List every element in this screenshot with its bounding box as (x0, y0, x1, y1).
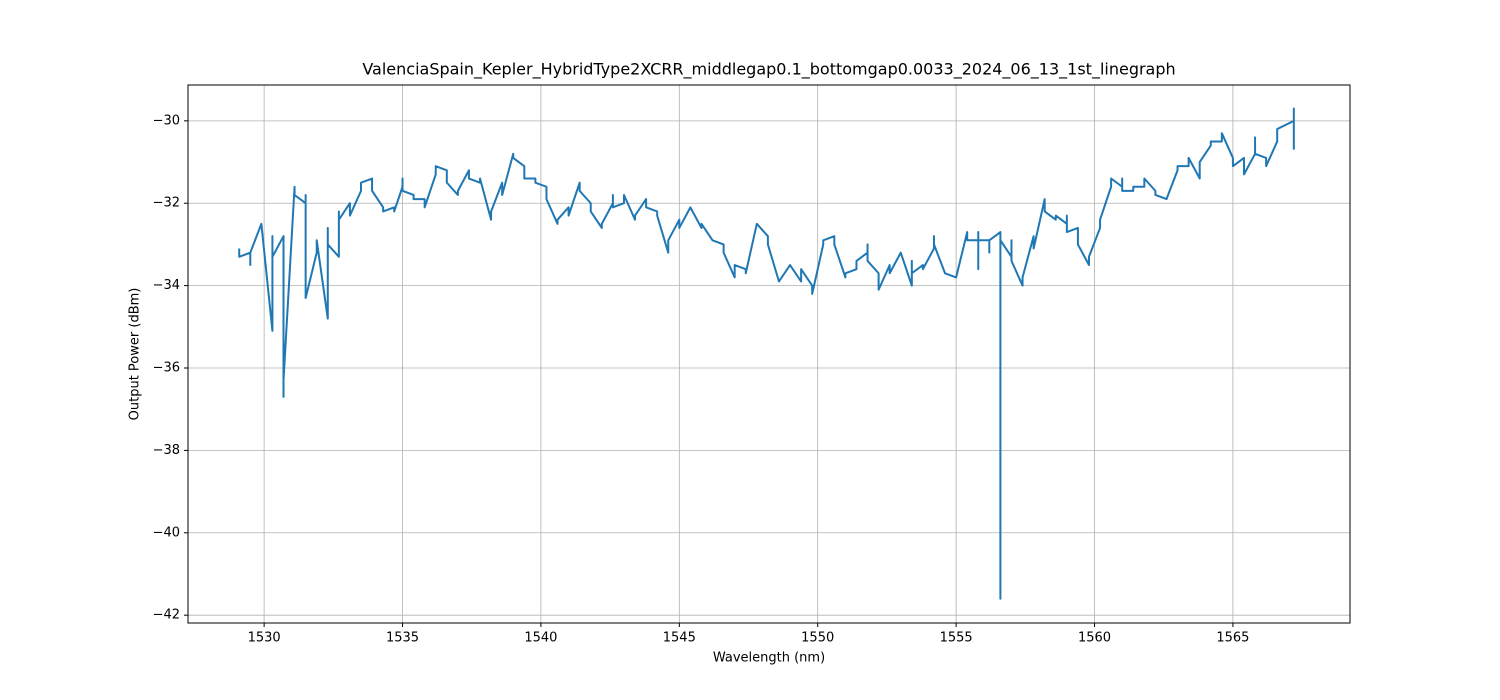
y-tick-label: −42 (153, 608, 180, 623)
y-tick-label: −40 (153, 525, 180, 540)
data-line (238, 107, 1295, 600)
x-tick-label: 1535 (386, 631, 419, 646)
chart-title: ValenciaSpain_Kepler_HybridType2XCRR_mid… (362, 60, 1175, 80)
y-tick-label: −32 (153, 196, 180, 211)
x-tick-label: 1555 (940, 631, 973, 646)
x-tick-label: 1545 (663, 631, 696, 646)
y-tick-label: −30 (153, 113, 180, 128)
x-tick-label: 1530 (248, 631, 281, 646)
plot-frame (187, 84, 1351, 624)
y-tick-label: −34 (153, 278, 180, 293)
x-tick-label: 1540 (524, 631, 557, 646)
y-axis-label: Output Power (dBm) (128, 288, 143, 421)
x-axis-label: Wavelength (nm) (713, 651, 825, 666)
x-tick-label: 1560 (1078, 631, 1111, 646)
y-tick-label: −38 (153, 443, 180, 458)
x-tick-label: 1565 (1216, 631, 1249, 646)
x-tick-label: 1550 (801, 631, 834, 646)
y-tick-label: −36 (153, 361, 180, 376)
